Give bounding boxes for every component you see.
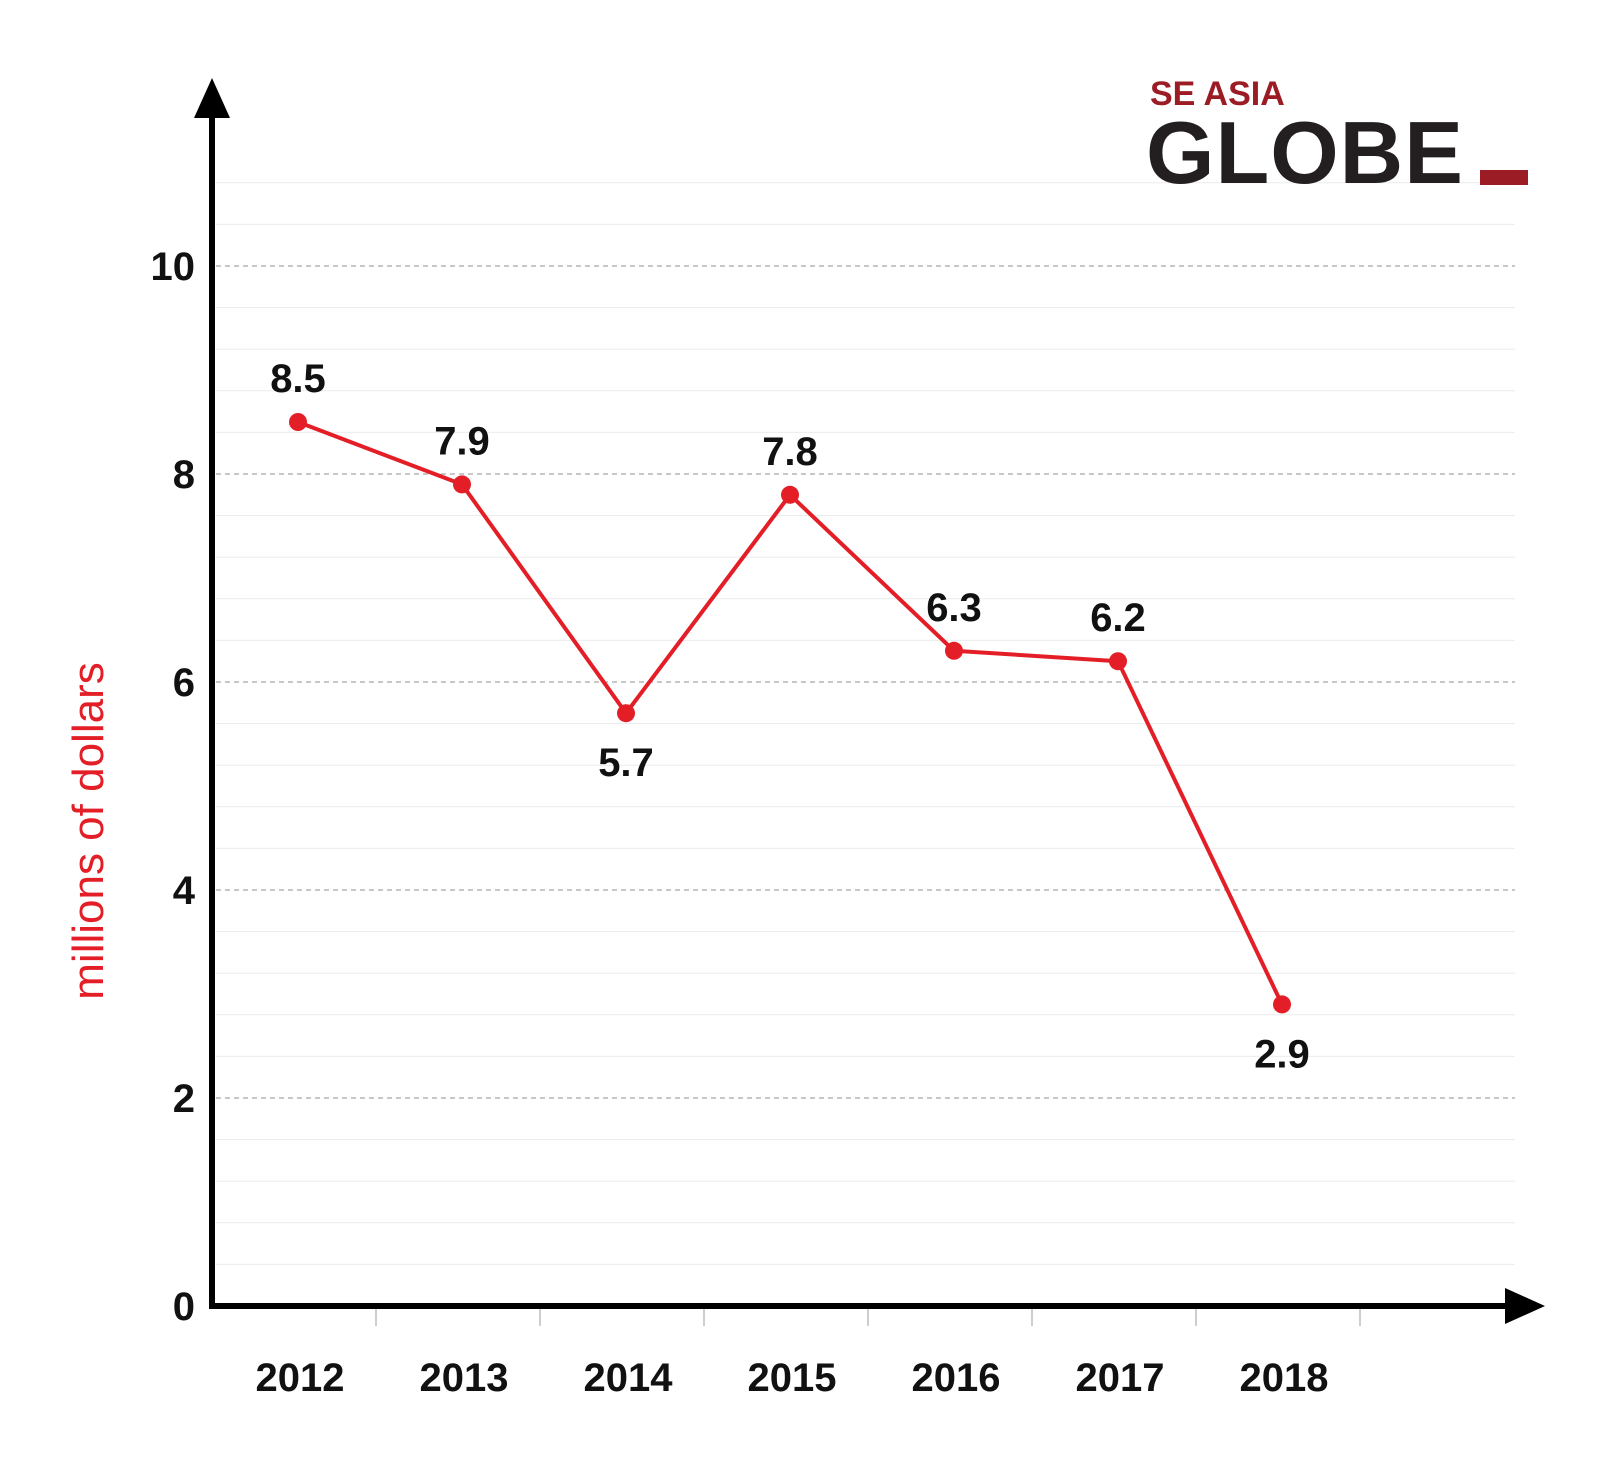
x-tick-label: 2015 <box>748 1356 837 1400</box>
y-tick-label: 0 <box>173 1285 195 1329</box>
series-line <box>297 420 1284 1006</box>
axes <box>194 78 1545 1324</box>
x-tick-label: 2017 <box>1076 1356 1165 1400</box>
data-label: 6.3 <box>926 586 982 630</box>
data-point <box>945 641 963 660</box>
y-tick-label: 8 <box>173 453 195 497</box>
data-point <box>453 475 471 494</box>
data-label: 7.8 <box>762 430 818 474</box>
data-label: 7.9 <box>434 419 490 463</box>
logo-top-text: SE ASIA <box>1150 75 1285 113</box>
data-labels: 8.5 7.9 5.7 7.8 6.3 6.2 2.9 <box>270 357 1310 1076</box>
data-point <box>1109 652 1127 671</box>
x-tick-marks <box>375 1309 1361 1326</box>
data-label: 5.7 <box>598 741 654 785</box>
y-tick-label: 10 <box>151 245 196 289</box>
x-tick-label: 2014 <box>584 1356 674 1400</box>
x-tick-label: 2013 <box>420 1356 509 1400</box>
data-point <box>781 485 799 504</box>
y-tick-labels: 0 2 4 6 8 10 <box>151 245 196 1329</box>
data-points <box>289 413 1291 1014</box>
data-label: 8.5 <box>270 357 326 401</box>
logo-underscore <box>1480 170 1528 185</box>
y-axis-label: millions of dollars <box>64 662 113 999</box>
data-point <box>1273 995 1291 1014</box>
x-tick-label: 2016 <box>912 1356 1001 1400</box>
logo: SE ASIA GLOBE <box>1146 75 1528 202</box>
data-point <box>617 704 635 723</box>
y-axis-arrow <box>194 78 230 118</box>
y-tick-label: 2 <box>173 1077 195 1121</box>
x-axis-arrow <box>1505 1288 1545 1324</box>
x-tick-label: 2012 <box>256 1356 345 1400</box>
y-tick-label: 6 <box>173 661 195 705</box>
data-label: 2.9 <box>1254 1032 1310 1076</box>
data-label: 6.2 <box>1090 596 1146 640</box>
x-tick-labels: 2012 2013 2014 2015 2016 2017 2018 <box>256 1356 1329 1400</box>
grid-lines <box>216 182 1515 1265</box>
data-point <box>289 413 307 431</box>
x-tick-label: 2018 <box>1240 1356 1329 1400</box>
logo-main-text: GLOBE <box>1146 103 1464 202</box>
y-tick-label: 4 <box>173 869 196 913</box>
